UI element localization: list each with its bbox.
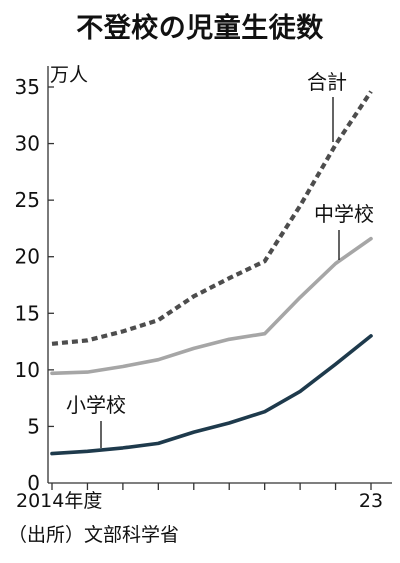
y-tick-label: 35 [15,75,40,99]
y-tick-label: 25 [15,188,40,212]
x-tick-label: 23 [359,490,383,512]
y-axis-unit-label: 万人 [50,64,88,86]
y-tick-label: 30 [15,132,40,156]
y-tick-label: 20 [15,245,40,269]
y-tick-label: 0 [27,471,40,495]
axes-layer: 0 5 10 15 20 25 30 35 2014年度 23 [15,66,392,512]
x-tick-label: 2014年度 [16,490,102,512]
series-line [50,334,373,456]
chart-title: 不登校の児童生徒数 [76,13,324,44]
y-tick-label: 15 [15,301,40,325]
y-tick-label: 5 [27,414,40,438]
series-line [51,90,373,346]
series-label: 小学校 [66,393,126,417]
series-lines [50,90,373,456]
y-tick-label: 10 [15,358,40,382]
series-line [50,236,373,376]
series-label: 中学校 [314,202,374,226]
source-note: （出所）文部科学省 [8,524,180,546]
series-label: 合計 [307,70,347,94]
